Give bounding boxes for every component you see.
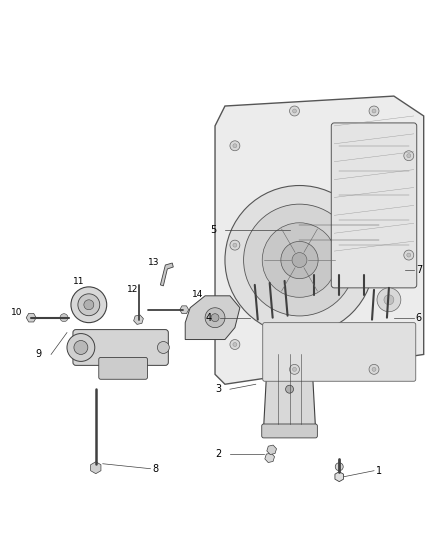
FancyBboxPatch shape [298, 259, 380, 276]
Circle shape [71, 287, 107, 322]
FancyBboxPatch shape [263, 322, 416, 381]
Circle shape [404, 250, 414, 260]
Circle shape [369, 106, 379, 116]
Text: 6: 6 [416, 313, 422, 322]
Circle shape [290, 365, 300, 374]
FancyBboxPatch shape [331, 123, 417, 288]
Circle shape [292, 253, 307, 268]
Text: 5: 5 [210, 225, 216, 235]
Circle shape [60, 314, 68, 321]
Circle shape [78, 294, 100, 316]
Circle shape [300, 225, 309, 235]
Circle shape [407, 154, 411, 158]
Circle shape [84, 300, 94, 310]
Circle shape [311, 292, 318, 298]
Circle shape [372, 109, 376, 113]
Circle shape [293, 367, 297, 372]
Circle shape [230, 141, 240, 151]
FancyBboxPatch shape [73, 329, 168, 365]
Circle shape [233, 144, 237, 148]
Circle shape [230, 240, 240, 250]
Circle shape [262, 223, 337, 297]
Text: 9: 9 [35, 350, 41, 359]
Text: 11: 11 [73, 277, 85, 286]
FancyBboxPatch shape [255, 332, 324, 353]
Circle shape [404, 151, 414, 160]
Circle shape [369, 225, 379, 235]
Circle shape [369, 365, 379, 374]
Text: 14: 14 [192, 290, 204, 300]
Circle shape [293, 109, 297, 113]
FancyBboxPatch shape [99, 358, 148, 379]
Text: 1: 1 [376, 466, 382, 475]
Text: 4: 4 [205, 313, 211, 322]
Text: 2: 2 [215, 449, 221, 459]
Circle shape [372, 367, 376, 372]
Circle shape [335, 463, 343, 471]
Text: 3: 3 [215, 384, 221, 394]
Text: 7: 7 [416, 265, 422, 275]
Circle shape [360, 292, 367, 298]
Circle shape [407, 253, 411, 257]
Circle shape [233, 343, 237, 346]
Polygon shape [264, 352, 315, 426]
Circle shape [377, 288, 401, 312]
FancyBboxPatch shape [262, 424, 318, 438]
Text: 8: 8 [152, 464, 159, 474]
Circle shape [74, 341, 88, 354]
Circle shape [211, 314, 219, 321]
Polygon shape [185, 296, 240, 340]
FancyBboxPatch shape [288, 208, 391, 262]
Circle shape [225, 185, 374, 335]
Circle shape [244, 204, 355, 316]
Circle shape [230, 340, 240, 350]
Circle shape [281, 241, 318, 279]
Text: 10: 10 [11, 308, 23, 317]
Circle shape [336, 292, 343, 298]
Text: 13: 13 [148, 257, 159, 266]
Text: 12: 12 [127, 285, 138, 294]
Circle shape [233, 243, 237, 247]
Circle shape [67, 334, 95, 361]
Polygon shape [160, 263, 173, 286]
Circle shape [157, 342, 170, 353]
Circle shape [290, 106, 300, 116]
Circle shape [205, 308, 225, 328]
Circle shape [384, 295, 394, 305]
Circle shape [286, 385, 293, 393]
Polygon shape [215, 96, 424, 384]
Ellipse shape [393, 266, 405, 274]
